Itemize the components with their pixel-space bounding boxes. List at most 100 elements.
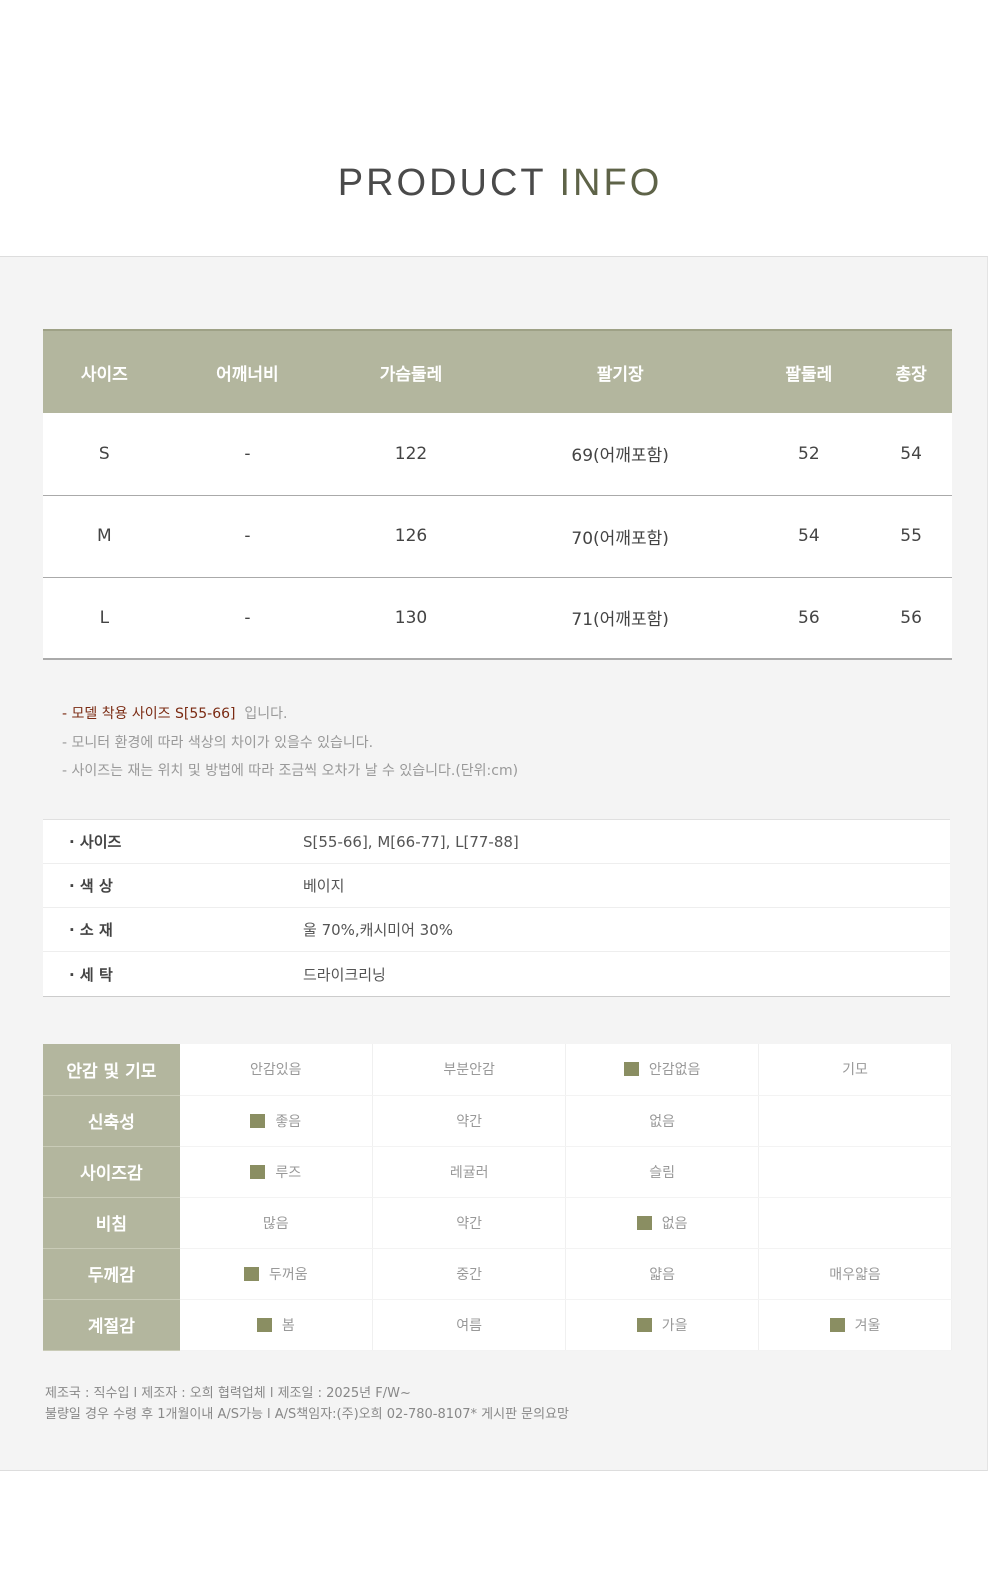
info-row: · 사이즈 S[55-66], M[66-77], L[77-88] bbox=[43, 820, 950, 864]
feature-option bbox=[758, 1146, 952, 1198]
info-value: 울 70%,캐시미어 30% bbox=[303, 921, 453, 939]
feature-option: 안감있음 bbox=[179, 1044, 374, 1096]
feature-row: 안감 및 기모 안감있음 부분안감 안감없음 기모 bbox=[43, 1044, 952, 1096]
feature-row: 신축성 좋음 약간 없음 bbox=[43, 1095, 952, 1147]
info-label: · 사이즈 bbox=[69, 833, 122, 851]
feature-option: 없음 bbox=[565, 1095, 760, 1147]
title-info: INFO bbox=[559, 162, 663, 204]
feature-option-text: 얇음 bbox=[649, 1266, 675, 1283]
feature-option-text: 많음 bbox=[262, 1215, 289, 1232]
feature-option-text: 레귤러 bbox=[449, 1164, 489, 1181]
feature-option: 가을 bbox=[565, 1299, 760, 1351]
checked-square-icon bbox=[623, 1062, 639, 1077]
feature-option-text: 중간 bbox=[456, 1266, 483, 1283]
feature-option-text: 기모 bbox=[842, 1062, 868, 1079]
feature-option-text: 없음 bbox=[649, 1113, 675, 1130]
size-header: 사이즈 bbox=[43, 329, 166, 413]
feature-option: 두꺼움 bbox=[179, 1248, 374, 1300]
feature-option: 겨울 bbox=[758, 1299, 952, 1351]
size-notes: - 모델 착용 사이즈 S[55-66] 입니다. - 모니터 환경에 따라 색… bbox=[62, 700, 518, 786]
measure-note: - 사이즈는 재는 위치 및 방법에 따라 조금씩 오차가 날 수 있습니다.(… bbox=[62, 763, 519, 779]
feature-option-text: 안감없음 bbox=[648, 1062, 701, 1079]
feature-label: 계절감 bbox=[43, 1299, 180, 1351]
size-cell: 52 bbox=[747, 413, 871, 496]
feature-option bbox=[758, 1095, 952, 1147]
checked-square-icon bbox=[829, 1317, 845, 1332]
feature-option-text: 약간 bbox=[456, 1113, 483, 1130]
feature-option-text: 슬림 bbox=[649, 1164, 675, 1181]
info-value: 베이지 bbox=[303, 877, 345, 895]
table-row: M -126 70(어깨포함) 54 55 bbox=[43, 495, 952, 578]
size-cell: - bbox=[165, 413, 330, 496]
feature-option: 여름 bbox=[372, 1299, 567, 1351]
feature-option-text: 약간 bbox=[456, 1215, 483, 1232]
info-value: 드라이크리닝 bbox=[303, 965, 386, 984]
size-cell: 70(어깨포함) bbox=[492, 495, 748, 578]
feature-row: 비침 많음 약간 없음 bbox=[43, 1197, 952, 1249]
feature-option: 슬림 bbox=[565, 1146, 760, 1198]
size-cell: - bbox=[165, 577, 330, 660]
feature-row: 계절감 봄 여름 가을 겨울 bbox=[43, 1299, 952, 1351]
size-header: 총장 bbox=[870, 329, 952, 413]
feature-row: 사이즈감 루즈 레귤러 슬림 bbox=[43, 1146, 952, 1198]
size-cell: 55 bbox=[870, 495, 952, 578]
size-cell: 71(어깨포함) bbox=[492, 577, 748, 660]
feature-option: 기모 bbox=[758, 1044, 952, 1096]
footer-info: 제조국 : 직수입 l 제조자 : 오희 협력업체 l 제조일 : 2025년 … bbox=[45, 1383, 569, 1425]
product-info-list: · 사이즈 S[55-66], M[66-77], L[77-88] · 색 상 베이… bbox=[43, 819, 950, 997]
feature-option: 부분안감 bbox=[372, 1044, 567, 1096]
model-size-note: - 모델 착용 사이즈 S[55-66] bbox=[62, 706, 236, 722]
feature-option-text: 좋음 bbox=[275, 1113, 302, 1130]
feature-option-text: 가을 bbox=[661, 1317, 688, 1334]
checked-square-icon bbox=[243, 1266, 259, 1281]
page-title: PRODUCT INFO bbox=[0, 162, 1000, 205]
size-cell: 54 bbox=[747, 495, 871, 578]
feature-label: 신축성 bbox=[43, 1095, 180, 1147]
feature-label: 두께감 bbox=[43, 1248, 180, 1300]
feature-option: 좋음 bbox=[179, 1095, 374, 1147]
size-table: 사이즈 어깨너비 가슴둘레 팔기장 팔둘레 총장 S -122 69(어깨포함) 52 54 M -1… bbox=[43, 329, 952, 660]
feature-option-text: 루즈 bbox=[275, 1164, 302, 1181]
info-row: · 소 재 울 70%,캐시미어 30% bbox=[43, 908, 950, 952]
feature-option: 약간 bbox=[372, 1197, 567, 1249]
info-value: S[55-66], M[66-77], L[77-88] bbox=[303, 832, 519, 851]
size-cell: 54 bbox=[870, 413, 952, 496]
size-header: 팔기장 bbox=[492, 329, 748, 413]
checked-square-icon bbox=[636, 1317, 652, 1332]
feature-option: 봄 bbox=[179, 1299, 374, 1351]
size-cell: S bbox=[43, 413, 166, 496]
size-header: 팔둘레 bbox=[747, 329, 871, 413]
size-cell: - bbox=[165, 495, 330, 578]
size-cell: M bbox=[43, 495, 166, 578]
size-cell: 56 bbox=[870, 577, 952, 660]
feature-option: 없음 bbox=[565, 1197, 760, 1249]
title-product: PRODUCT bbox=[337, 162, 546, 204]
checked-square-icon bbox=[256, 1317, 272, 1332]
feature-label: 사이즈감 bbox=[43, 1146, 180, 1198]
size-cell: 69(어깨포함) bbox=[492, 413, 748, 496]
size-cell: 130 bbox=[329, 577, 493, 660]
size-header: 가슴둘레 bbox=[329, 329, 493, 413]
feature-table: 안감 및 기모 안감있음 부분안감 안감없음 기모 신축성 좋음 약간 없음 사이즈감 루즈 레귤러 슬… bbox=[43, 1044, 952, 1351]
feature-option-text: 안감있음 bbox=[250, 1062, 302, 1079]
feature-option bbox=[758, 1197, 952, 1249]
feature-option: 약간 bbox=[372, 1095, 567, 1147]
info-label: · 색 상 bbox=[69, 877, 113, 895]
feature-option: 얇음 bbox=[565, 1248, 760, 1300]
checked-square-icon bbox=[636, 1215, 652, 1230]
info-label: · 세 탁 bbox=[69, 965, 113, 984]
info-label: · 소 재 bbox=[69, 921, 113, 939]
size-cell: 126 bbox=[329, 495, 493, 578]
footer-as: 불량일 경우 수령 후 1개월이내 A/S가능 l A/S책임자:(주)오희 0… bbox=[45, 1407, 570, 1422]
size-cell: 56 bbox=[747, 577, 871, 660]
feature-option: 안감없음 bbox=[565, 1044, 760, 1096]
size-header: 어깨너비 bbox=[165, 329, 330, 413]
footer-manufacture: 제조국 : 직수입 l 제조자 : 오희 협력업체 l 제조일 : 2025년 … bbox=[45, 1386, 411, 1401]
table-row: S -122 69(어깨포함) 52 54 bbox=[43, 413, 952, 496]
feature-option-text: 여름 bbox=[456, 1317, 483, 1334]
info-row: · 세 탁 드라이크리닝 bbox=[43, 952, 950, 996]
feature-option: 루즈 bbox=[179, 1146, 374, 1198]
feature-option-text: 겨울 bbox=[854, 1317, 881, 1334]
model-size-suffix: 입니다. bbox=[244, 706, 288, 722]
feature-option-text: 없음 bbox=[661, 1215, 688, 1232]
